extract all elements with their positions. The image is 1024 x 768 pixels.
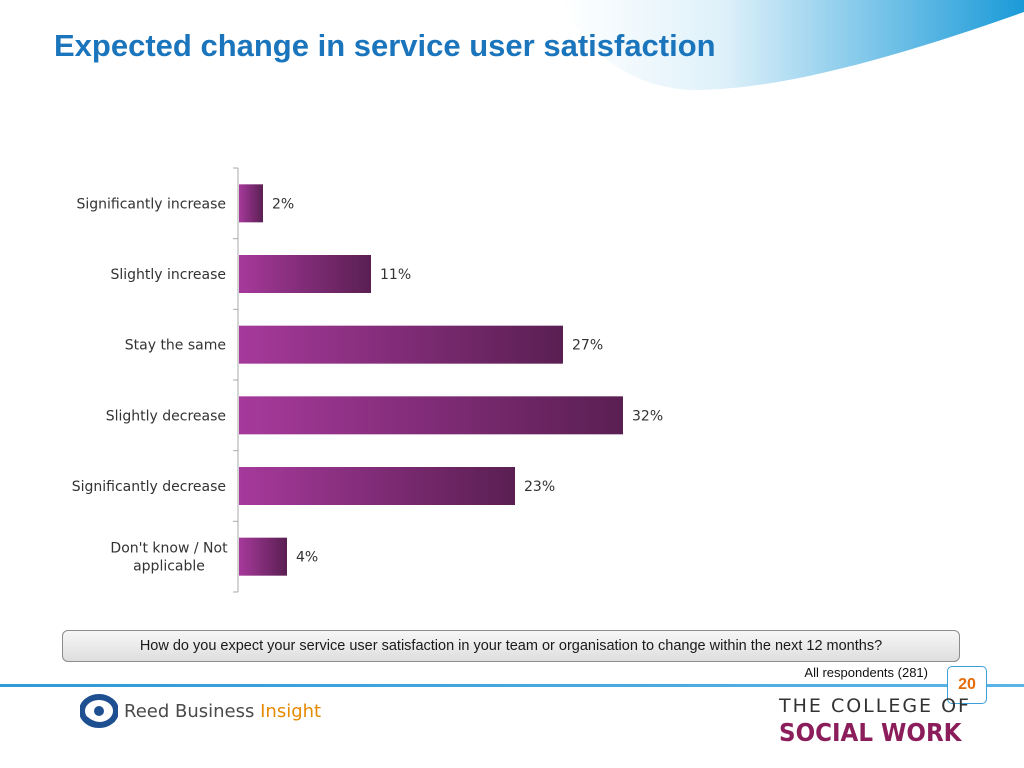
value-label: 11%	[380, 267, 411, 283]
value-label: 2%	[272, 196, 294, 212]
respondents-note: All respondents (281)	[804, 665, 928, 680]
header-swoosh	[560, 0, 1024, 91]
value-label: 32%	[632, 408, 663, 424]
bar	[239, 537, 287, 576]
value-label: 23%	[524, 479, 555, 495]
reed-logo-text: Reed Business Insight	[124, 701, 321, 722]
bar	[239, 255, 371, 293]
survey-question: How do you expect your service user sati…	[62, 630, 960, 662]
bar	[239, 396, 623, 435]
value-label: 27%	[572, 338, 603, 354]
reed-logo-icon	[80, 694, 118, 728]
csw-logo-line2: SOCIAL WORK	[779, 718, 962, 747]
bar	[239, 325, 563, 364]
slide-title: Expected change in service user satisfac…	[54, 28, 716, 63]
value-label: 4%	[296, 550, 318, 566]
college-of-social-work-logo: THE COLLEGE OF SOCIAL WORK	[779, 695, 971, 747]
reed-business-insight-logo: Reed Business Insight	[80, 694, 321, 728]
survey-question-text: How do you expect your service user sati…	[139, 638, 883, 654]
category-label: Don't know / Not applicable	[110, 541, 228, 575]
reed-logo-accent: Insight	[260, 700, 322, 722]
bar	[239, 467, 515, 505]
category-label: Significantly increase	[76, 196, 226, 212]
category-label: Significantly decrease	[72, 479, 226, 495]
category-label: Slightly decrease	[106, 408, 226, 424]
page-number: 20	[947, 666, 987, 704]
bar-chart: 2% Significantly increase 11% Slightly incr…	[72, 167, 663, 593]
footer-divider	[0, 684, 1024, 687]
reed-logo-name: Reed Business	[124, 700, 255, 722]
csw-logo-line1: THE COLLEGE OF	[779, 695, 971, 717]
category-label: Stay the same	[125, 338, 226, 354]
bar	[239, 184, 263, 223]
category-label: Slightly increase	[110, 267, 226, 283]
